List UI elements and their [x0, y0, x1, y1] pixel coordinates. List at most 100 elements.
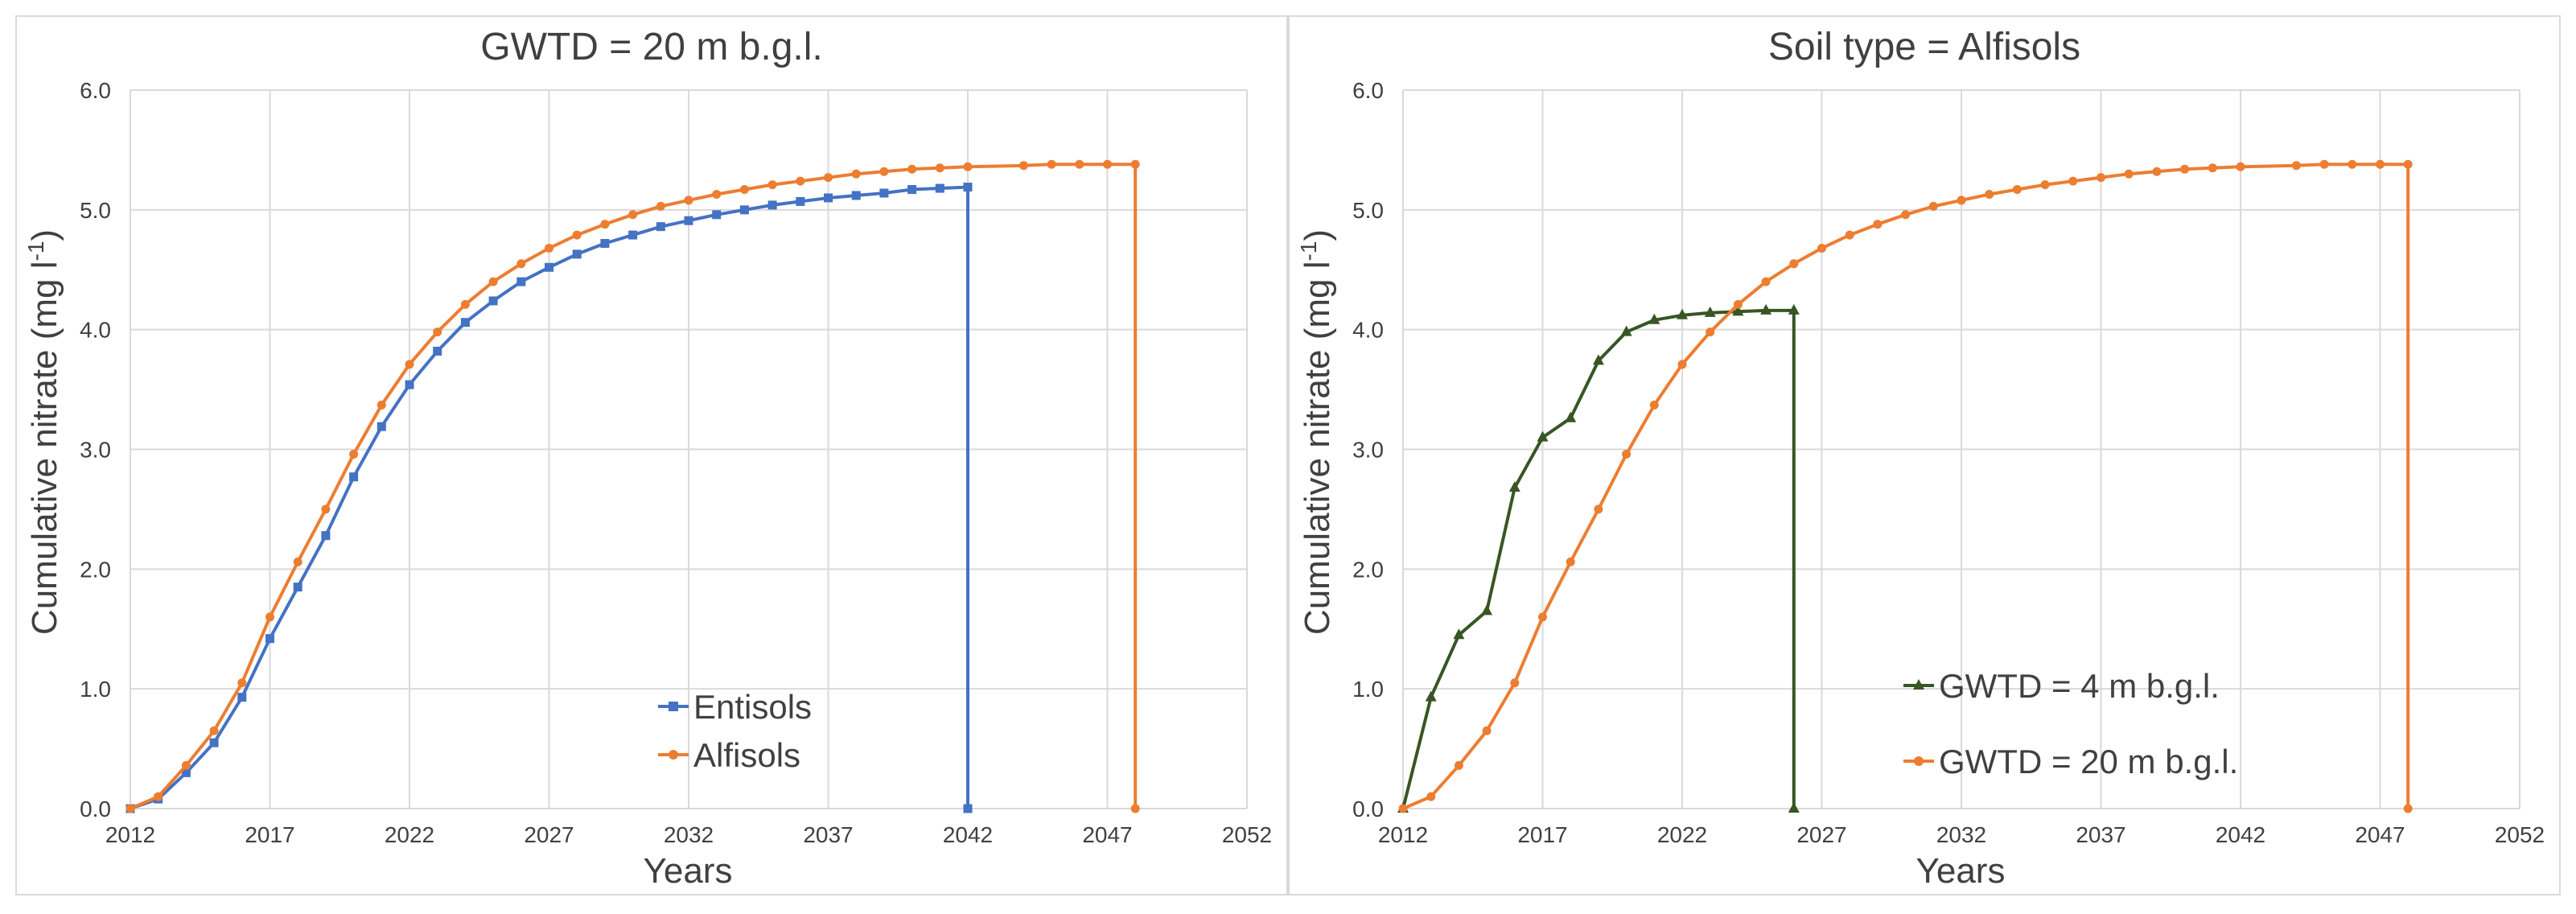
legend-label: Entisols	[693, 688, 812, 726]
y-axis-label-main: Cumulative nitrate (mg l	[25, 261, 64, 635]
data-point	[1733, 299, 1743, 309]
x-tick-label: 2027	[524, 822, 574, 847]
data-point	[1788, 303, 1800, 315]
data-point	[1677, 360, 1687, 369]
series-line	[1401, 308, 1796, 809]
data-point	[433, 346, 442, 356]
legend-label: Alfisols	[693, 736, 800, 774]
data-point	[1594, 504, 1603, 514]
data-point	[600, 239, 610, 249]
y-tick-label: 4.0	[80, 318, 111, 343]
legend: GWTD = 4 m b.g.l. GWTD = 20 m b.g.l.	[1903, 667, 2238, 780]
data-point	[796, 196, 805, 206]
data-point	[460, 318, 470, 327]
y-tick-label: 1.0	[80, 677, 111, 702]
data-point	[1649, 400, 1659, 410]
panel-border	[15, 15, 1288, 895]
data-point	[600, 220, 610, 229]
data-point	[739, 205, 749, 215]
data-point	[824, 173, 833, 183]
chart-title: GWTD = 20 m b.g.l.	[480, 26, 822, 68]
y-axis-label-superscript: -1	[23, 241, 48, 261]
data-point	[2040, 180, 2050, 190]
data-point	[1454, 760, 1463, 770]
data-point	[1928, 201, 1938, 211]
y-tick-label: 3.0	[1352, 438, 1384, 463]
legend-marker	[1914, 756, 1924, 766]
chart-panel-left: 0.0 1.0 2.0 3.0 4.0 5.0 6.0 2012 2017 2022 2027 203…	[15, 15, 1288, 895]
data-point	[1704, 306, 1716, 317]
x-tick-label: 2032	[1936, 822, 1986, 847]
legend-label: GWTD = 20 m b.g.l.	[1939, 743, 2238, 780]
data-point	[2376, 159, 2385, 169]
data-point	[181, 760, 191, 770]
axis-ticks: 0.0 1.0 2.0 3.0 4.0 5.0 6.0 2012 2017 2022 2027 203…	[80, 78, 1272, 847]
legend-marker	[1913, 679, 1924, 690]
data-point	[1873, 220, 1883, 229]
data-point	[209, 738, 219, 747]
data-point	[2012, 185, 2022, 195]
data-point	[2319, 159, 2329, 169]
x-tick-label: 2042	[943, 822, 993, 847]
data-point	[628, 210, 638, 220]
data-point	[1677, 308, 1688, 319]
data-point	[963, 804, 973, 813]
data-point	[488, 296, 498, 306]
data-point	[1130, 159, 1140, 169]
x-tick-label: 2022	[1657, 822, 1707, 847]
data-point	[879, 167, 889, 176]
data-point	[1789, 259, 1799, 269]
series-line	[130, 185, 969, 810]
data-point	[767, 180, 777, 190]
y-axis-label-superscript: -1	[1296, 241, 1321, 261]
data-point	[1482, 726, 1492, 735]
x-tick-label: 2022	[385, 822, 434, 847]
data-point	[2180, 164, 2190, 174]
data-point	[1985, 189, 1994, 199]
data-point	[1398, 804, 1408, 813]
legend-entry: GWTD = 20 m b.g.l.	[1903, 743, 2238, 780]
data-point	[963, 162, 973, 171]
legend-entry: Entisols	[658, 688, 812, 726]
data-point	[1788, 802, 1800, 813]
x-tick-label: 2032	[664, 822, 714, 847]
y-axis-label-main: Cumulative nitrate (mg l	[1298, 261, 1337, 635]
data-point	[1817, 243, 1826, 253]
data-point	[237, 678, 247, 688]
data-point	[1845, 230, 1854, 240]
x-axis-label: Years	[1916, 851, 2006, 891]
data-point	[1622, 449, 1632, 459]
data-point	[1425, 690, 1437, 702]
data-point	[1508, 481, 1520, 492]
data-point	[545, 262, 553, 272]
y-axis-label: Cumulative nitrate (mg l-1)	[23, 229, 64, 635]
y-tick-label: 3.0	[80, 438, 111, 463]
x-tick-label: 2037	[803, 822, 853, 847]
chart-title: Soil type = Alfisols	[1768, 26, 2080, 68]
y-tick-label: 6.0	[1352, 78, 1384, 103]
data-point	[824, 193, 833, 203]
data-point	[1130, 804, 1140, 813]
data-point	[154, 792, 163, 801]
data-point	[1537, 430, 1549, 442]
data-point	[935, 183, 944, 193]
y-tick-label: 0.0	[80, 797, 111, 821]
data-point	[712, 189, 722, 199]
legend: Entisols Alfisols	[658, 688, 812, 774]
legend-label: GWTD = 4 m b.g.l.	[1939, 667, 2220, 705]
data-point	[1732, 305, 1744, 316]
data-point	[684, 216, 693, 225]
y-axis-label-close: )	[1298, 229, 1337, 241]
data-point	[321, 531, 331, 541]
data-point	[1018, 161, 1028, 171]
data-point	[656, 222, 665, 232]
data-point	[1565, 411, 1577, 422]
data-point	[1957, 196, 1966, 205]
data-point	[1760, 303, 1772, 315]
data-point	[516, 259, 526, 269]
y-tick-label: 1.0	[1352, 677, 1384, 702]
data-point	[1538, 612, 1547, 622]
legend-entry: Alfisols	[658, 736, 800, 774]
